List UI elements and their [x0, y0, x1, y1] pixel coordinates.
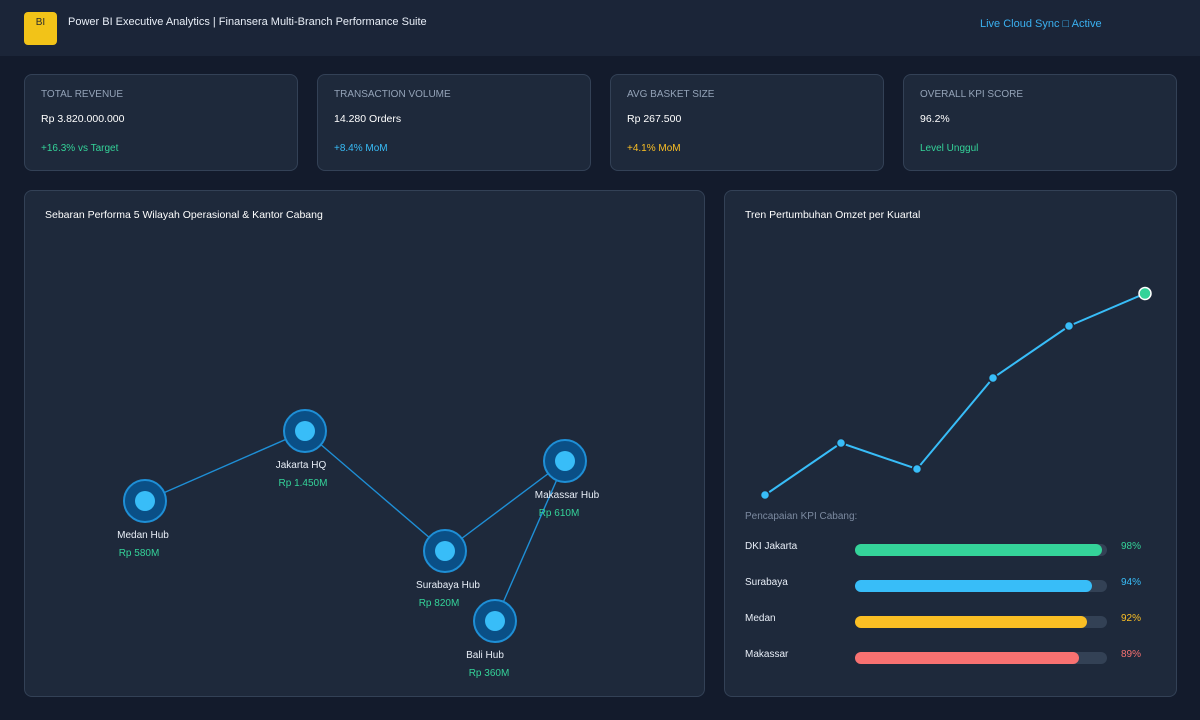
- branch-network-map: Medan Hub Rp 580M Jakarta HQ Rp 1.450M S…: [117, 409, 600, 679]
- route-medan-jakarta: [144, 430, 306, 502]
- node-label: Jakarta HQ: [276, 460, 327, 471]
- kpi-card-total-revenue[interactable]: TOTAL REVENUE Rp 3.820.000.000 +16.3% vs…: [24, 74, 298, 171]
- node-revenue: Rp 610M: [539, 508, 580, 519]
- kpi-card-overall-kpi-score[interactable]: OVERALL KPI SCORE 96.2% Level Unggul: [903, 74, 1177, 171]
- node-revenue: Rp 360M: [469, 668, 510, 679]
- kpi-percentage: 89%: [1121, 649, 1142, 660]
- trend-data-point[interactable]: [759, 489, 771, 501]
- trend-panel: Tren Pertumbuhan Omzet per Kuartal Penca…: [724, 190, 1177, 697]
- kpi-percentage: 92%: [1121, 613, 1142, 624]
- node-medan-hub[interactable]: Medan Hub Rp 580M: [117, 479, 169, 559]
- node-label: Surabaya Hub: [416, 580, 480, 591]
- kpi-percentage: 94%: [1121, 577, 1142, 588]
- kpi-progress-fill: [855, 616, 1087, 628]
- node-revenue: Rp 820M: [419, 598, 460, 609]
- node-label: Medan Hub: [117, 530, 169, 541]
- kpi-change: +8.4% MoM: [334, 143, 388, 154]
- node-bali-hub[interactable]: Bali Hub Rp 360M: [466, 599, 517, 679]
- bi-logo-icon: BI: [24, 12, 57, 45]
- kpi-value: Rp 267.500: [627, 113, 682, 125]
- node-makassar-hub[interactable]: Makassar Hub Rp 610M: [535, 439, 600, 519]
- route-surabaya-makassar: [444, 460, 566, 552]
- trend-data-point[interactable]: [1138, 286, 1152, 301]
- trend-panel-title: Tren Pertumbuhan Omzet per Kuartal: [745, 209, 921, 221]
- kpi-change: +4.1% MoM: [627, 143, 681, 154]
- branch-kpi-row[interactable]: Medan 92%: [745, 611, 1165, 631]
- trend-data-point[interactable]: [987, 372, 999, 384]
- kpi-card-avg-basket-size[interactable]: AVG BASKET SIZE Rp 267.500 +4.1% MoM: [610, 74, 884, 171]
- trend-data-point[interactable]: [1063, 320, 1075, 332]
- node-jakarta-hq[interactable]: Jakarta HQ Rp 1.450M: [276, 409, 328, 489]
- kpi-progress-fill: [855, 652, 1080, 664]
- branch-name: DKI Jakarta: [745, 541, 798, 552]
- trend-data-point[interactable]: [835, 437, 847, 449]
- branch-name: Surabaya: [745, 577, 788, 588]
- kpi-progress-track: [855, 580, 1107, 592]
- kpi-percentage: 98%: [1121, 541, 1142, 552]
- branch-kpi-row[interactable]: DKI Jakarta 98%: [745, 539, 1165, 559]
- kpi-value: 96.2%: [920, 113, 950, 125]
- branch-name: Medan: [745, 613, 776, 624]
- branch-map-panel: Sebaran Performa 5 Wilayah Operasional &…: [24, 190, 705, 697]
- branch-kpi-row[interactable]: Surabaya 94%: [745, 575, 1165, 595]
- kpi-label: TRANSACTION VOLUME: [334, 89, 451, 100]
- kpi-label: OVERALL KPI SCORE: [920, 89, 1023, 100]
- branch-kpi-row[interactable]: Makassar 89%: [745, 647, 1165, 667]
- kpi-card-transaction-volume[interactable]: TRANSACTION VOLUME 14.280 Orders +8.4% M…: [317, 74, 591, 171]
- kpi-value: Rp 3.820.000.000: [41, 113, 125, 125]
- sync-status[interactable]: Live Cloud Sync □ Active: [980, 18, 1102, 30]
- kpi-value: 14.280 Orders: [334, 113, 402, 125]
- top-bar: BI Power BI Executive Analytics | Finans…: [0, 0, 1200, 56]
- branch-kpi-heading: Pencapaian KPI Cabang:: [745, 511, 858, 522]
- kpi-label: AVG BASKET SIZE: [627, 89, 715, 100]
- node-label: Bali Hub: [466, 650, 504, 661]
- kpi-change: +16.3% vs Target: [41, 143, 119, 154]
- route-jakarta-surabaya: [304, 430, 446, 552]
- route-makassar-bali: [494, 460, 566, 622]
- app-title: Power BI Executive Analytics | Finansera…: [68, 16, 427, 28]
- kpi-change: Level Unggul: [920, 143, 979, 154]
- kpi-progress-fill: [855, 580, 1092, 592]
- kpi-progress-track: [855, 616, 1107, 628]
- branch-name: Makassar: [745, 649, 789, 660]
- node-surabaya-hub[interactable]: Surabaya Hub Rp 820M: [416, 529, 480, 609]
- kpi-progress-track: [855, 652, 1107, 664]
- kpi-progress-track: [855, 544, 1107, 556]
- revenue-trend-line-chart: [759, 286, 1152, 501]
- node-revenue: Rp 580M: [119, 548, 160, 559]
- kpi-label: TOTAL REVENUE: [41, 89, 124, 100]
- trend-data-point[interactable]: [911, 463, 923, 475]
- node-label: Makassar Hub: [535, 490, 600, 501]
- kpi-progress-fill: [855, 544, 1102, 556]
- trend-line: [764, 292, 1146, 496]
- node-revenue: Rp 1.450M: [279, 478, 328, 489]
- map-panel-title: Sebaran Performa 5 Wilayah Operasional &…: [45, 209, 323, 221]
